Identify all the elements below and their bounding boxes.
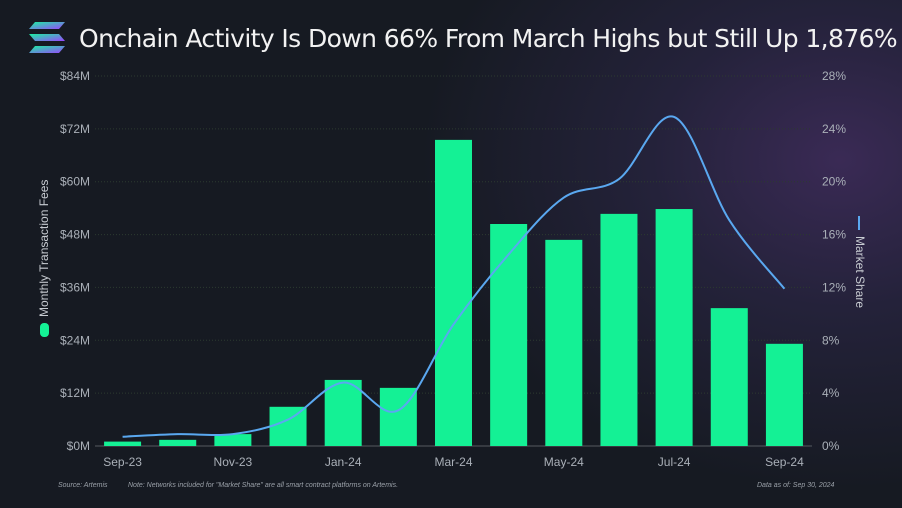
bar-May-24 xyxy=(545,239,583,446)
y2-tick-label: 4% xyxy=(822,386,840,400)
y2-tick-label: 16% xyxy=(822,228,846,242)
y2-axis-title: Market Share xyxy=(853,235,867,309)
y-tick-label: $12M xyxy=(60,386,90,400)
y-axis-title: Monthly Transaction Fees xyxy=(37,179,51,317)
x-tick-label: Nov-23 xyxy=(214,455,253,469)
y2-tick-label: 8% xyxy=(822,333,840,347)
y-tick-label: $36M xyxy=(60,280,90,294)
y-tick-label: $60M xyxy=(60,175,90,189)
y2-axis-label: Market Share xyxy=(853,197,867,327)
y-axis-label: Monthly Transaction Fees xyxy=(37,180,51,337)
footer-note: Note: Networks included for "Market Shar… xyxy=(128,482,399,489)
y-tick-label: $0M xyxy=(67,439,90,453)
bar-Mar-24 xyxy=(435,139,472,446)
bar-Oct-23 xyxy=(159,439,197,446)
bar-Sep-23 xyxy=(104,441,142,446)
y2-tick-label: 24% xyxy=(822,122,846,136)
x-tick-label: Sep-24 xyxy=(765,455,804,469)
footer-date: Data as of: Sep 30, 2024 xyxy=(757,482,835,489)
bar-Apr-24 xyxy=(490,224,528,446)
y-tick-label: $72M xyxy=(60,122,90,136)
bar-Jan-24 xyxy=(324,379,362,446)
y2-tick-label: 12% xyxy=(822,280,846,294)
bar-legend-swatch xyxy=(40,323,50,337)
y-tick-label: $24M xyxy=(60,333,90,347)
market-share-line xyxy=(122,115,786,438)
y-tick-label: $84M xyxy=(60,69,90,83)
bar-Sep-24 xyxy=(765,343,803,446)
bar-Aug-24 xyxy=(710,308,748,446)
x-tick-label: Mar-24 xyxy=(434,455,472,469)
x-tick-label: Jul-24 xyxy=(658,455,691,469)
x-tick-label: Sep-23 xyxy=(103,455,142,469)
footer-source: Source: Artemis xyxy=(58,482,108,489)
y2-tick-label: 0% xyxy=(822,439,840,453)
y2-tick-label: 28% xyxy=(822,69,846,83)
bar-Dec-23 xyxy=(269,406,307,446)
bar-Jun-24 xyxy=(600,213,638,446)
x-tick-label: Jan-24 xyxy=(325,455,362,469)
chart-title: Onchain Activity Is Down 66% From March … xyxy=(79,24,902,53)
line-legend-swatch xyxy=(858,215,861,230)
y2-tick-label: 20% xyxy=(822,175,846,189)
solana-logo xyxy=(29,22,65,53)
bar-Jul-24 xyxy=(655,209,693,446)
bar-Nov-23 xyxy=(214,434,252,446)
y-tick-label: $48M xyxy=(60,228,90,242)
x-tick-label: May-24 xyxy=(544,455,584,469)
